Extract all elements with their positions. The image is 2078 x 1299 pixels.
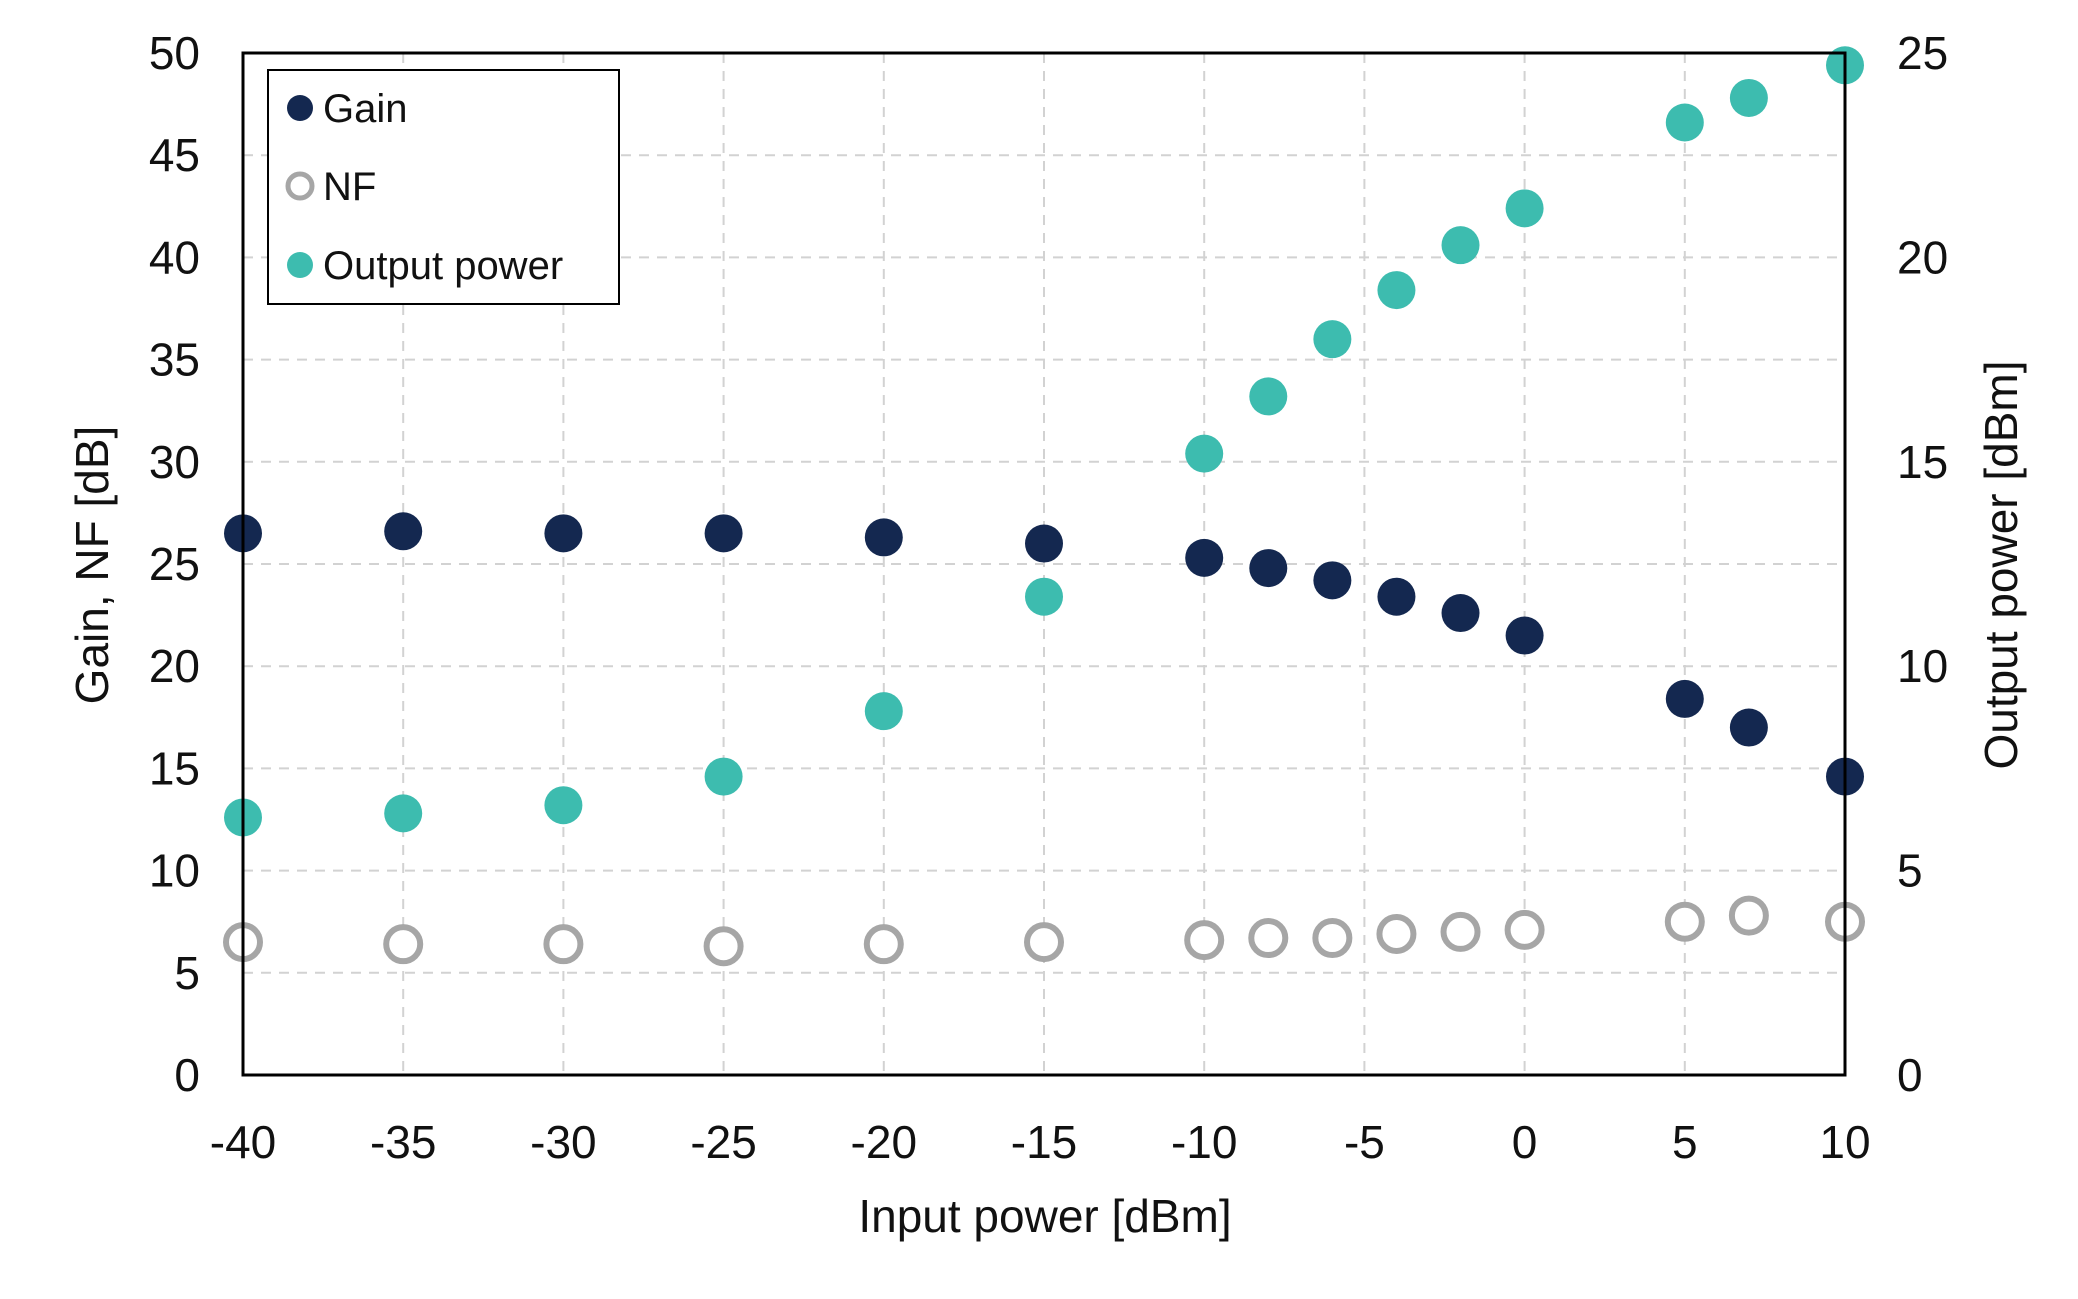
x-axis-tick-labels: -40 -35 -30 -25 -20 -15 -10 -5 0 5 10 [210,1116,1871,1168]
nf-point [383,924,424,965]
output-power-point [1505,189,1544,228]
nf-point [1504,909,1545,950]
gain-point [704,514,743,553]
legend-marker-output-power [287,252,313,278]
y-tick-label: 15 [149,742,200,794]
nf-point [1024,922,1064,963]
output-power-point [1441,226,1480,265]
nf-point [1248,918,1289,959]
output-power-point [384,794,423,833]
y2-tick-label: 10 [1897,640,1948,692]
right-axis-title: Output power [dBm] [1975,360,2027,769]
gain-point [544,514,583,553]
gain-point [1505,616,1544,655]
legend-label-output-power: Output power [323,244,563,288]
y-tick-label: 45 [149,129,200,181]
y-tick-label: 30 [149,436,200,488]
data-points [223,46,1865,967]
gain-point [1441,594,1480,633]
right-axis-tick-labels: 0 5 10 15 20 25 [1897,27,1948,1101]
output-power-point [1729,78,1768,117]
x-tick-label: -30 [530,1116,596,1168]
legend: Gain NF Output power [267,69,620,305]
output-power-point [1249,377,1288,416]
y-tick-label: 35 [149,334,200,386]
y2-tick-label: 15 [1897,436,1948,488]
nf-point [703,926,744,967]
y2-tick-label: 20 [1897,231,1948,283]
x-tick-label: -10 [1171,1116,1237,1168]
y-tick-label: 0 [174,1049,200,1101]
y-tick-label: 50 [149,27,200,79]
y2-tick-label: 5 [1897,845,1923,897]
x-tick-label: -40 [210,1116,276,1168]
nf-point [1312,918,1353,959]
output-power-point [1185,434,1224,473]
gain-point [1185,538,1224,577]
y-tick-label: 20 [149,640,200,692]
plot-frame [241,51,1847,1077]
x-tick-label: -35 [370,1116,436,1168]
gain-point [384,512,423,551]
legend-box [267,69,620,305]
gain-point [864,518,903,557]
output-power-point [704,757,743,796]
gain-point [1729,708,1768,747]
legend-marker-gain [287,95,313,121]
nf-point [1664,901,1705,942]
gain-point [1665,679,1704,718]
output-power-point [864,692,903,731]
nf-point [543,924,584,965]
nf-point [1728,895,1769,936]
output-power-point [1665,103,1704,142]
output-power-point [544,786,583,825]
x-tick-label: -15 [1011,1116,1077,1168]
legend-label-nf: NF [323,165,376,209]
gain-point [1377,577,1416,616]
y2-tick-label: 0 [1897,1049,1923,1101]
x-tick-label: -20 [851,1116,917,1168]
y-tick-label: 10 [149,845,200,897]
gain-point [1313,561,1352,600]
output-power-point [1025,577,1063,616]
nf-point [1376,913,1417,954]
y2-tick-label: 25 [1897,27,1948,79]
x-tick-label: 0 [1512,1116,1538,1168]
gain-point [1249,549,1288,588]
nf-point [863,924,904,965]
x-tick-label: -5 [1344,1116,1385,1168]
nf-point [1440,911,1481,952]
nf-point [1184,920,1225,961]
x-tick-label: 5 [1672,1116,1698,1168]
legend-label-gain: Gain [323,87,408,131]
y-tick-label: 40 [149,231,200,283]
x-axis-title: Input power [dBm] [858,1190,1231,1242]
x-tick-label: -25 [690,1116,756,1168]
gain-point [1025,524,1063,563]
x-tick-label: 10 [1819,1116,1870,1168]
left-axis-title: Gain, NF [dB] [66,426,118,705]
legend-marker-nf [285,171,315,201]
left-axis-tick-labels: 0 5 10 15 20 25 30 35 40 45 50 [149,27,200,1101]
y-tick-label: 25 [149,538,200,590]
output-power-point [1377,271,1416,310]
y-tick-label: 5 [174,947,200,999]
output-power-point [1313,320,1352,359]
